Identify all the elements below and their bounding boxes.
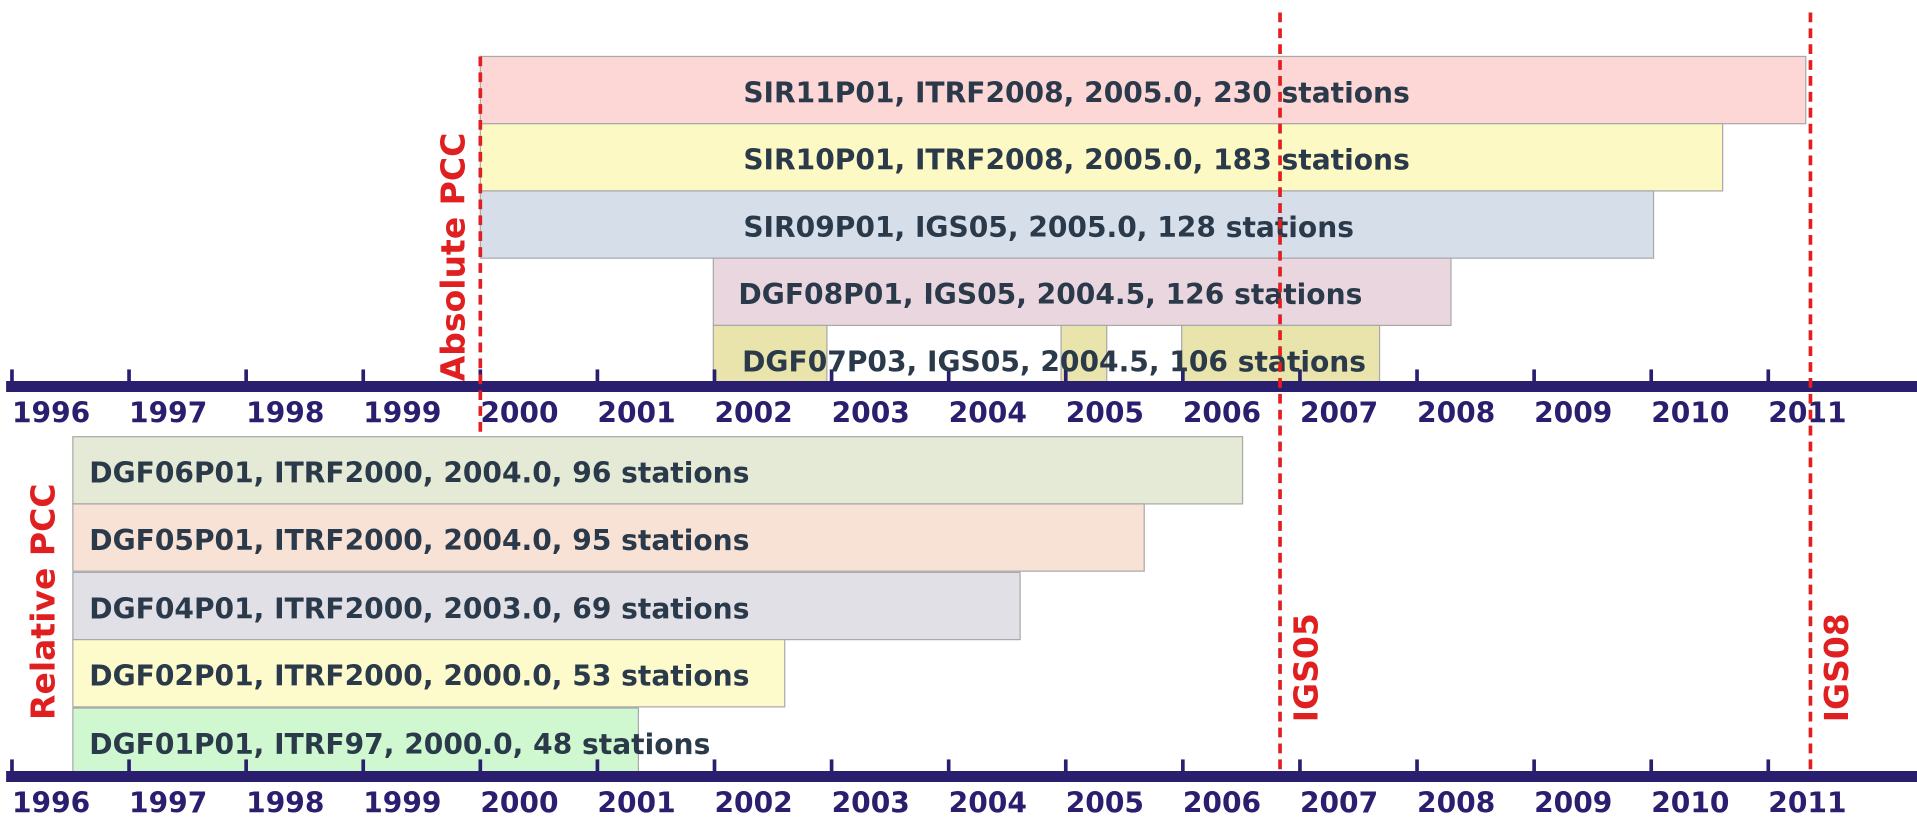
bar [479, 190, 1655, 259]
row-label: DGF06P01, ITRF2000, 2004.0, 96 stations [89, 457, 749, 490]
x-tick-label: 2007 [1300, 787, 1378, 820]
x-tick-label: 1996 [12, 397, 90, 430]
x-tick-label: 2006 [1183, 397, 1261, 430]
marker-label: IGS05 [1287, 613, 1326, 722]
row-label: SIR11P01, ITRF2008, 2005.0, 230 stations [743, 76, 1410, 109]
row-label: DGF02P01, ITRF2000, 2000.0, 53 stations [89, 660, 749, 693]
marker-label: IGS08 [1817, 613, 1856, 722]
row-label: DGF07P03, IGS05, 2004.5, 106 stations [742, 345, 1366, 378]
group-label: Absolute PCC [433, 133, 472, 382]
x-tick-label: 2009 [1534, 397, 1612, 430]
x-tick-label: 1997 [129, 787, 207, 820]
axes: 1996 1997 1998 1999 2000 2001 2002 2003 2004 2005… [6, 369, 1917, 820]
x-tick-label: 1998 [246, 787, 324, 820]
row-label: SIR09P01, IGS05, 2005.0, 128 stations [743, 211, 1354, 244]
x-tick-label: 2002 [714, 397, 792, 430]
bars [72, 55, 1807, 774]
x-tick-label: 2002 [714, 787, 792, 820]
x-tick-label: 2005 [1066, 787, 1144, 820]
row-label: DGF04P01, ITRF2000, 2003.0, 69 stations [89, 592, 749, 625]
bar [72, 707, 640, 774]
x-tick-label: 2004 [949, 787, 1027, 820]
group-label: Relative PCC [24, 483, 63, 719]
x-tick-label: 1997 [129, 397, 207, 430]
x-tick-label: 2001 [597, 787, 675, 820]
x-tick-label: 2010 [1651, 787, 1729, 820]
x-tick-label: 2009 [1534, 787, 1612, 820]
row-label: DGF05P01, ITRF2000, 2004.0, 95 stations [89, 524, 749, 557]
row-label: DGF08P01, IGS05, 2004.5, 126 stations [738, 278, 1362, 311]
x-tick-label: 1999 [363, 787, 441, 820]
x-tick-label: 1999 [363, 397, 441, 430]
bar [479, 55, 1807, 125]
bar [72, 503, 1145, 572]
x-tick-label: 2008 [1417, 787, 1495, 820]
bar [72, 639, 786, 708]
x-tick-label: 1996 [12, 787, 90, 820]
bar [72, 571, 1021, 641]
x-tick-label: 2000 [480, 787, 558, 820]
x-tick-label: 2003 [832, 787, 910, 820]
bar [1060, 324, 1108, 385]
bar [72, 436, 1244, 505]
row-label: SIR10P01, ITRF2008, 2005.0, 183 stations [743, 144, 1410, 177]
x-tick-label: 2001 [597, 397, 675, 430]
x-tick-label: 2008 [1417, 397, 1495, 430]
x-tick-label: 2005 [1066, 397, 1144, 430]
overlay: SIR11P01, ITRF2008, 2005.0, 230 stations… [24, 12, 1856, 773]
x-tick-label: 2011 [1768, 397, 1846, 430]
x-tick-label: 1998 [246, 397, 324, 430]
x-tick-label: 2006 [1183, 787, 1261, 820]
row-label: DGF01P01, ITRF97, 2000.0, 48 stations [89, 728, 710, 761]
x-tick-label: 2010 [1651, 397, 1729, 430]
x-tick-label: 2007 [1300, 397, 1378, 430]
x-tick-label: 2003 [832, 397, 910, 430]
bar [712, 257, 1452, 327]
bar [479, 123, 1724, 192]
x-tick-label: 2000 [480, 397, 558, 430]
x-tick-label: 2004 [949, 397, 1027, 430]
x-tick-label: 2011 [1768, 787, 1846, 820]
